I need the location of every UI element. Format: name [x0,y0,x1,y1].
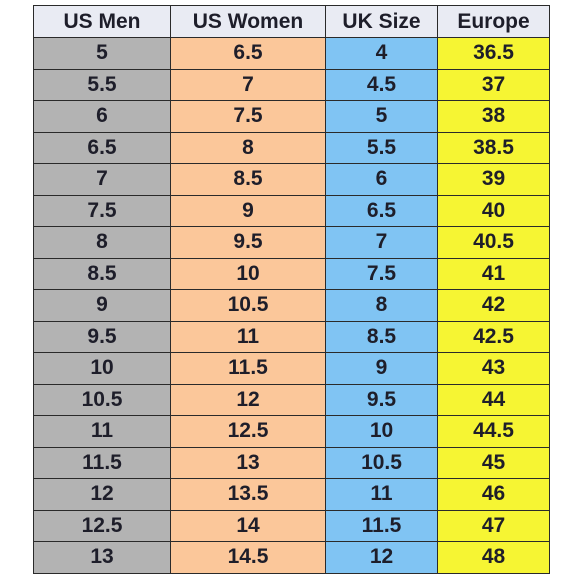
cell: 7.5 [170,100,326,133]
cell: 12.5 [33,509,171,542]
row: 6.5 8 5.5 38.5 [33,131,550,164]
cell: 9.5 [170,226,326,259]
cell: 8 [33,226,171,259]
cell: 40 [437,194,550,227]
cell: 9 [170,194,326,227]
cell: 8.5 [170,163,326,196]
row: 9.5 11 8.5 42.5 [33,320,550,353]
cell: 38.5 [437,131,550,164]
row: 10 11.5 9 43 [33,352,550,385]
cell: 9 [33,289,171,322]
cell: 9.5 [325,383,438,416]
cell: 6.5 [33,131,171,164]
cell: 46 [437,478,550,511]
cell: 9 [325,352,438,385]
header-cell: Europe [437,5,550,38]
cell: 8 [325,289,438,322]
header-cell: US Women [170,5,326,38]
cell: 9.5 [33,320,171,353]
cell: 12 [325,541,438,574]
cell: 4 [325,37,438,70]
cell: 7.5 [33,194,171,227]
cell: 13 [33,541,171,574]
cell: 14 [170,509,326,542]
cell: 10 [325,415,438,448]
cell: 12 [33,478,171,511]
row: 7.5 9 6.5 40 [33,194,550,227]
cell: 37 [437,68,550,101]
cell: 42.5 [437,320,550,353]
size-table: US Men US Women UK Size Europe 5 6.5 4 36.5 5.5… [33,5,550,574]
row: 8.5 10 7.5 41 [33,257,550,290]
cell: 44.5 [437,415,550,448]
row: 5 6.5 4 36.5 [33,37,550,70]
cell: 10.5 [170,289,326,322]
cell: 8.5 [33,257,171,290]
cell: 8 [170,131,326,164]
cell: 7 [325,226,438,259]
row: 6 7.5 5 38 [33,100,550,133]
cell: 8.5 [325,320,438,353]
row: 5.5 7 4.5 37 [33,68,550,101]
cell: 44 [437,383,550,416]
cell: 13.5 [170,478,326,511]
cell: 10.5 [33,383,171,416]
cell: 12.5 [170,415,326,448]
header-cell: UK Size [325,5,438,38]
row: 11 12.5 10 44.5 [33,415,550,448]
cell: 10.5 [325,446,438,479]
cell: 11 [170,320,326,353]
cell: 13 [170,446,326,479]
cell: 10 [33,352,171,385]
cell: 5.5 [325,131,438,164]
cell: 36.5 [437,37,550,70]
row: 11.5 13 10.5 45 [33,446,550,479]
cell: 11 [325,478,438,511]
cell: 5 [325,100,438,133]
cell: 7.5 [325,257,438,290]
row: 9 10.5 8 42 [33,289,550,322]
cell: 41 [437,257,550,290]
cell: 4.5 [325,68,438,101]
cell: 11.5 [170,352,326,385]
header-cell: US Men [33,5,171,38]
cell: 7 [33,163,171,196]
cell: 38 [437,100,550,133]
cell: 6.5 [170,37,326,70]
size-chart: US Men US Women UK Size Europe 5 6.5 4 36.5 5.5… [33,5,550,574]
cell: 5 [33,37,171,70]
cell: 40.5 [437,226,550,259]
cell: 11.5 [325,509,438,542]
cell: 6.5 [325,194,438,227]
row: 12 13.5 11 46 [33,478,550,511]
row: 13 14.5 12 48 [33,541,550,574]
cell: 7 [170,68,326,101]
cell: 12 [170,383,326,416]
row: 7 8.5 6 39 [33,163,550,196]
cell: 11.5 [33,446,171,479]
cell: 47 [437,509,550,542]
cell: 10 [170,257,326,290]
cell: 42 [437,289,550,322]
cell: 6 [325,163,438,196]
cell: 48 [437,541,550,574]
row: 8 9.5 7 40.5 [33,226,550,259]
header-row: US Men US Women UK Size Europe [33,5,550,38]
row: 12.5 14 11.5 47 [33,509,550,542]
cell: 45 [437,446,550,479]
cell: 11 [33,415,171,448]
cell: 6 [33,100,171,133]
cell: 43 [437,352,550,385]
row: 10.5 12 9.5 44 [33,383,550,416]
cell: 39 [437,163,550,196]
cell: 14.5 [170,541,326,574]
cell: 5.5 [33,68,171,101]
